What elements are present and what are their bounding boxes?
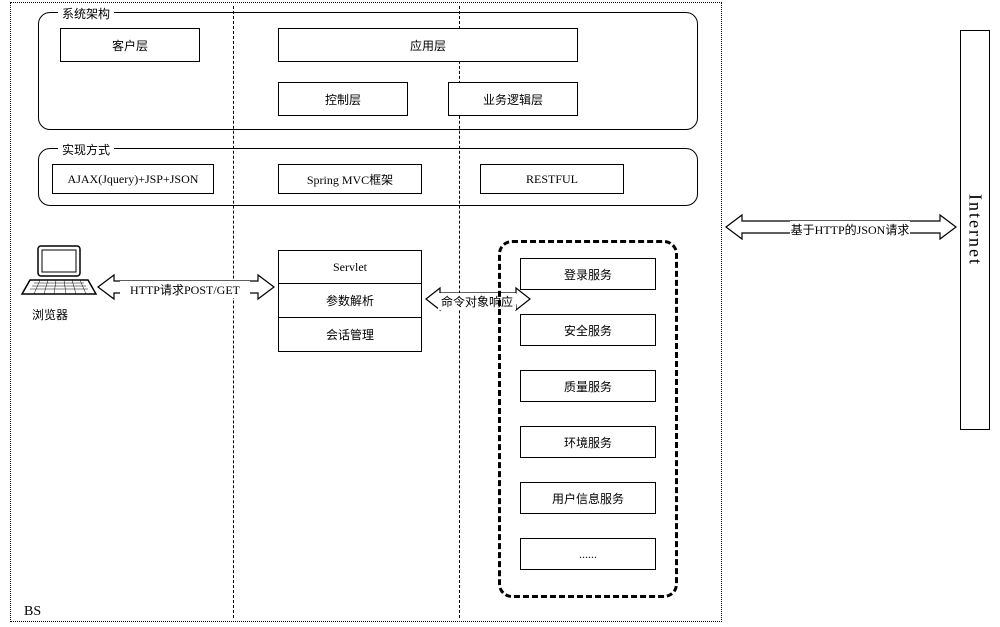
ajax-label: AJAX(Jquery)+JSP+JSON: [68, 172, 199, 187]
security-service-box: 安全服务: [520, 314, 656, 346]
arrow-json-label: 基于HTTP的JSON请求: [790, 221, 910, 238]
laptop-icon: [20, 242, 98, 302]
spring-label: Spring MVC框架: [307, 171, 393, 188]
ajax-box: AJAX(Jquery)+JSP+JSON: [52, 164, 214, 194]
customer-layer-box: 客户层: [60, 28, 200, 62]
architecture-title: 系统架构: [58, 5, 114, 22]
business-layer-label: 业务逻辑层: [483, 91, 543, 108]
app-layer-label: 应用层: [410, 37, 446, 54]
login-service-label: 登录服务: [564, 266, 612, 283]
restful-box: RESTFUL: [480, 164, 624, 194]
servlet-label: Servlet: [333, 260, 367, 275]
more-service-label: ......: [579, 547, 597, 562]
control-layer-box: 控制层: [278, 82, 408, 116]
internet-box: Internet: [960, 30, 990, 430]
environment-service-label: 环境服务: [564, 434, 612, 451]
environment-service-box: 环境服务: [520, 426, 656, 458]
bs-label: BS: [20, 604, 45, 620]
login-service-box: 登录服务: [520, 258, 656, 290]
browser-label: 浏览器: [32, 306, 68, 323]
business-layer-box: 业务逻辑层: [448, 82, 578, 116]
quality-service-box: 质量服务: [520, 370, 656, 402]
spring-box: Spring MVC框架: [278, 164, 422, 194]
security-service-label: 安全服务: [564, 322, 612, 339]
customer-layer-label: 客户层: [112, 37, 148, 54]
control-layer-label: 控制层: [325, 91, 361, 108]
param-parse-label: 参数解析: [326, 292, 374, 309]
arrow-http-label: HTTP请求POST/GET: [120, 281, 250, 298]
param-parse-box: 参数解析: [278, 284, 422, 318]
session-mgmt-label: 会话管理: [326, 326, 374, 343]
app-layer-box: 应用层: [278, 28, 578, 62]
more-service-box: ......: [520, 538, 656, 570]
userinfo-service-label: 用户信息服务: [552, 490, 624, 507]
implementation-title: 实现方式: [58, 141, 114, 158]
internet-label: Internet: [965, 194, 986, 266]
userinfo-service-box: 用户信息服务: [520, 482, 656, 514]
quality-service-label: 质量服务: [564, 378, 612, 395]
servlet-box: Servlet: [278, 250, 422, 284]
session-mgmt-box: 会话管理: [278, 318, 422, 352]
restful-label: RESTFUL: [526, 172, 578, 187]
diagram-canvas: BS 系统架构 客户层 应用层 控制层 业务逻辑层 实现方式 AJAX(Jque…: [0, 0, 1000, 627]
